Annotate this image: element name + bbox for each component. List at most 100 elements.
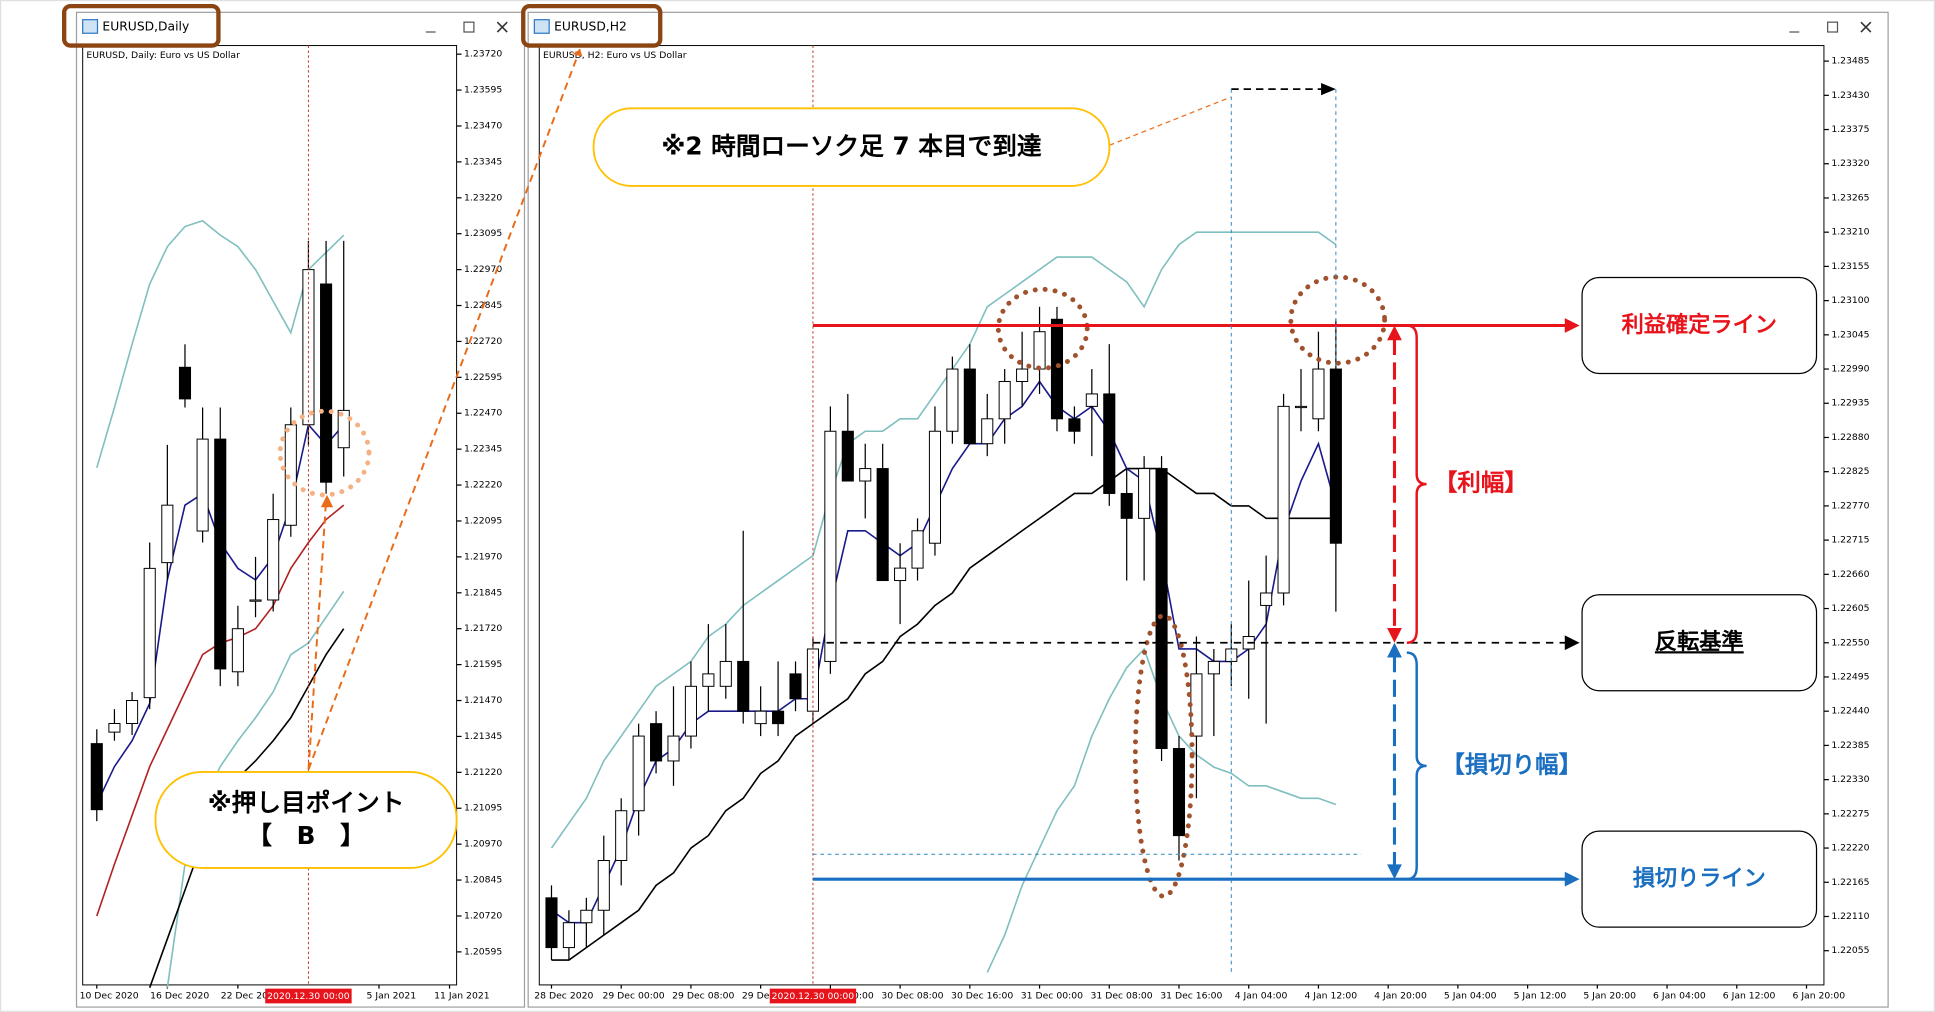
y-tick-label: 1.22605 [1831, 603, 1869, 614]
candle-body [946, 368, 959, 432]
candle-body [1207, 660, 1220, 675]
candle-body [754, 710, 767, 725]
arrow-head [320, 494, 334, 508]
y-tick-label: 1.22660 [1831, 569, 1869, 580]
y-tick-label: 1.22825 [1831, 466, 1869, 477]
x-tick-label: 10 Dec 2020 [80, 991, 139, 1002]
y-tick-label: 1.22935 [1831, 398, 1869, 409]
arrow-head [1321, 82, 1336, 96]
y-tick-label: 1.23100 [1831, 295, 1869, 306]
candle-body [719, 660, 732, 687]
callout [592, 107, 1111, 187]
candle-body [1016, 368, 1029, 382]
x-tick-label: 31 Dec 08:00 [1091, 991, 1153, 1002]
chart-subtitle: EURUSD, Daily: Euro vs US Dollar [86, 50, 240, 61]
y-tick-label: 1.23045 [1831, 329, 1869, 340]
x-tick-label: 31 Dec 00:00 [1021, 991, 1083, 1002]
candle-body [249, 599, 262, 602]
y-tick-label: 1.21970 [464, 551, 502, 562]
y-tick-label: 1.22770 [1831, 500, 1869, 511]
indicator-line [551, 467, 1336, 961]
candle-body [214, 438, 227, 670]
candle-body [789, 673, 802, 700]
y-tick-label: 1.22550 [1831, 637, 1869, 648]
y-tick-label: 1.20595 [464, 946, 502, 957]
candle-body [337, 409, 350, 449]
highlight-circle [1132, 613, 1195, 899]
candle-body [824, 430, 837, 662]
x-tick-label: 4 Jan 12:00 [1304, 991, 1357, 1002]
title-bar [529, 13, 1887, 41]
candle-body [597, 860, 610, 911]
candle-body [108, 723, 121, 733]
candle-body [876, 468, 889, 582]
y-tick-label: 1.23095 [464, 228, 502, 239]
y-tick-label: 1.22220 [464, 480, 502, 491]
indicator-line [550, 231, 1337, 849]
title-highlight [62, 4, 221, 48]
candle-body [1050, 318, 1064, 420]
y-tick-label: 1.23485 [1831, 56, 1869, 67]
callout-text: ※押し目ポイント [208, 788, 405, 817]
y-tick-label: 1.23220 [464, 192, 502, 203]
y-tick-label: 1.22720 [464, 336, 502, 347]
y-tick-label: 1.22440 [1831, 706, 1869, 717]
x-tick-label: 5 Jan 04:00 [1444, 991, 1497, 1002]
candle-body [161, 504, 174, 564]
candle-body [143, 567, 156, 699]
y-tick-label: 1.21220 [464, 767, 502, 778]
y-tick-label: 1.21470 [464, 695, 502, 706]
close-button[interactable] [496, 21, 508, 33]
y-tick-label: 1.23265 [1831, 192, 1869, 203]
close-button[interactable] [1860, 21, 1872, 33]
y-tick-label: 1.22110 [1831, 911, 1869, 922]
window-icon [82, 19, 99, 34]
y-tick-label: 1.22055 [1831, 945, 1869, 956]
level-label: 反転基準 [1655, 628, 1744, 655]
x-tick-label: 6 Jan 12:00 [1723, 991, 1776, 1002]
x-tick-label: 11 Jan 2021 [434, 991, 490, 1002]
candle-body [126, 700, 139, 724]
level-box [1581, 276, 1818, 375]
y-tick-label: 1.23595 [464, 85, 502, 96]
y-tick-label: 1.22220 [1831, 843, 1869, 854]
profit-label: 【利幅】 [1434, 469, 1528, 497]
x-tick-label: 5 Jan 20:00 [1583, 991, 1636, 1002]
candle-body [772, 710, 785, 725]
candle-body [196, 438, 209, 532]
y-tick-label: 1.23470 [464, 120, 502, 131]
candle-body [894, 567, 907, 582]
highlight-circle [1288, 274, 1388, 366]
y-tick-label: 1.20720 [464, 910, 502, 921]
x-tick-label: 29 Dec 08:00 [672, 991, 734, 1002]
candle-body [615, 810, 628, 861]
y-tick-label: 1.22345 [464, 444, 502, 455]
y-tick-label: 1.21095 [464, 803, 502, 814]
candle-body [267, 519, 280, 601]
candle-body [1294, 405, 1308, 409]
y-tick-label: 1.21595 [464, 659, 502, 670]
candle-body [1329, 368, 1342, 544]
x-tick-label: 6 Jan 20:00 [1793, 991, 1846, 1002]
maximize-button[interactable] [463, 21, 475, 33]
candle-body [963, 368, 976, 445]
maximize-button[interactable] [1827, 21, 1839, 33]
candle-body [1138, 468, 1151, 519]
candle-body [667, 735, 680, 762]
window-title: EURUSD,H2 [554, 20, 627, 34]
y-tick-label: 1.22165 [1831, 877, 1869, 888]
candle-body [1120, 492, 1133, 519]
y-tick-label: 1.22495 [1831, 671, 1869, 682]
y-tick-label: 1.21345 [464, 731, 502, 742]
cursor-label: 2020.12.30 00:00 [267, 991, 350, 1002]
brace [1406, 324, 1427, 644]
y-tick-label: 1.23375 [1831, 124, 1869, 135]
level-label: 損切りライン [1633, 866, 1766, 892]
candle-body [998, 380, 1011, 420]
y-tick-label: 1.22470 [464, 408, 502, 419]
candle-body [90, 743, 103, 811]
chart-subtitle: EURUSD, H2: Euro vs US Dollar [543, 50, 687, 61]
title-bar [77, 13, 524, 41]
loss-label: 【損切り幅】 [1441, 750, 1582, 778]
y-tick-label: 1.22095 [464, 515, 502, 526]
